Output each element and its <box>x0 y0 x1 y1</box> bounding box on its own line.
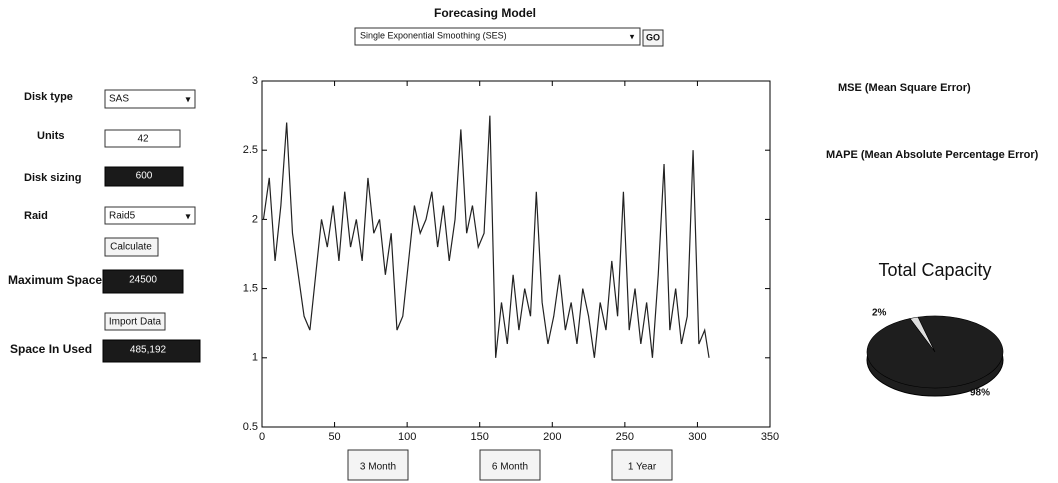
pie-label: 98% <box>970 388 990 399</box>
x-tick-label: 0 <box>259 431 265 443</box>
calculate-label: Calculate <box>110 242 152 253</box>
space-in-used-value: 485,192 <box>130 345 167 356</box>
disk-sizing-value: 600 <box>136 171 153 182</box>
dropdown-arrow: ▾ <box>185 212 190 223</box>
dropdown-arrow: ▾ <box>630 31 635 41</box>
mse-label: MSE (Mean Square Error) <box>838 82 971 94</box>
y-tick-label: 0.5 <box>243 421 258 433</box>
x-tick-label: 200 <box>543 431 561 443</box>
x-tick-label: 100 <box>398 431 416 443</box>
space-in-used-label: Space In Used <box>10 342 92 356</box>
dropdown-arrow: ▾ <box>185 95 190 106</box>
mape-label: MAPE (Mean Absolute Percentage Error) <box>826 149 1039 161</box>
maximum-space-value: 24500 <box>129 275 157 286</box>
x-tick-label: 50 <box>328 431 340 443</box>
gui: Forecasing Model Single Exponential Smoo… <box>0 0 1058 483</box>
model-value: Single Exponential Smoothing (SES) <box>360 30 507 40</box>
x-tick-label: 250 <box>616 431 634 443</box>
pie-label: 2% <box>872 308 887 319</box>
disk-type-label: Disk type <box>24 91 73 103</box>
maximum-space-label: Maximum Space <box>8 273 102 287</box>
x-tick-label: 300 <box>688 431 706 443</box>
import-label: Import Data <box>109 317 162 328</box>
raid-value: Raid5 <box>109 211 136 222</box>
y-tick-label: 3 <box>252 75 258 87</box>
y-tick-label: 1 <box>252 352 258 364</box>
pie-slice <box>867 316 1003 388</box>
units-label: Units <box>37 130 65 142</box>
disk-sizing-label: Disk sizing <box>24 172 81 184</box>
units-value: 42 <box>137 134 149 145</box>
y-tick-label: 2.5 <box>243 144 258 156</box>
period-label: 1 Year <box>628 462 657 473</box>
y-tick-label: 1.5 <box>243 283 258 295</box>
pie-title: Total Capacity <box>878 260 991 280</box>
x-tick-label: 350 <box>761 431 779 443</box>
disk-type-value: SAS <box>109 94 129 105</box>
y-tick-label: 2 <box>252 213 258 225</box>
title: Forecasing Model <box>434 6 536 20</box>
x-tick-label: 150 <box>471 431 489 443</box>
app-window: Forecasing Model Single Exponential Smoo… <box>0 0 1058 483</box>
period-label: 6 Month <box>492 462 528 473</box>
raid-label: Raid <box>24 210 48 222</box>
go-label: GO <box>646 32 660 42</box>
period-label: 3 Month <box>360 462 396 473</box>
